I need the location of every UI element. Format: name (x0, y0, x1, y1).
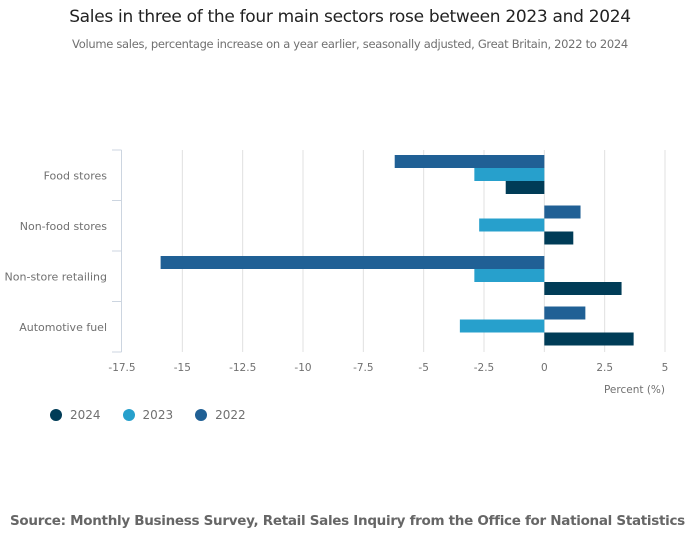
category-label: Non-food stores (20, 220, 108, 233)
category-labels: Food stores Non-food stores Non-store reta… (5, 169, 108, 334)
legend: 2024 2023 2022 (50, 408, 246, 422)
x-tick-label: 0 (541, 362, 548, 374)
legend-dot-icon (122, 409, 135, 421)
legend-label: 2022 (215, 408, 246, 422)
x-tick-label: -12.5 (229, 362, 256, 374)
x-tick-label: -7.5 (353, 362, 374, 374)
chart-title: Sales in three of the four main sectors … (69, 7, 631, 27)
category-label: Non-store retailing (5, 270, 107, 283)
legend-label: 2024 (70, 408, 101, 422)
bar-2024 (544, 282, 622, 295)
bar-2023 (459, 319, 545, 333)
x-tick-label: -17.5 (108, 362, 135, 374)
legend-label: 2023 (142, 408, 174, 422)
x-tick-label: -10 (294, 362, 311, 374)
legend-item: 2022 (195, 408, 246, 422)
chart-subtitle: Volume sales, percentage increase on a y… (72, 37, 628, 51)
bar-2023 (474, 269, 545, 282)
bar-2022 (394, 155, 545, 168)
bar-2022 (160, 256, 545, 269)
x-tick-label: 5 (662, 362, 669, 374)
bar-2024 (544, 231, 574, 245)
category-label: Automotive fuel (19, 321, 107, 334)
gridlines (181, 150, 666, 352)
category-label: Food stores (44, 169, 108, 182)
x-tick-label: -15 (174, 362, 191, 374)
bar-2024 (544, 332, 634, 346)
x-tick-label: -5 (418, 362, 428, 374)
bar-2023 (474, 168, 545, 181)
legend-item: 2023 (122, 408, 174, 422)
y-axis (112, 149, 122, 353)
bar-2023 (479, 218, 545, 232)
x-tick-label: -2.5 (474, 362, 495, 374)
legend-dot-icon (50, 409, 62, 421)
legend-item: 2024 (50, 408, 101, 422)
bars (160, 155, 634, 346)
source-note: Source: Monthly Business Survey, Retail … (10, 513, 685, 529)
x-axis-label: Percent (%) (604, 384, 665, 396)
bar-2022 (544, 205, 581, 219)
x-axis-ticks: -17.5 -15 -12.5 -10 -7.5 -5 -2.5 0 2.5 5 (108, 362, 668, 374)
bar-2022 (544, 306, 586, 320)
legend-dot-icon (195, 409, 208, 421)
x-tick-label: 2.5 (596, 362, 613, 374)
bar-2024 (505, 181, 545, 194)
